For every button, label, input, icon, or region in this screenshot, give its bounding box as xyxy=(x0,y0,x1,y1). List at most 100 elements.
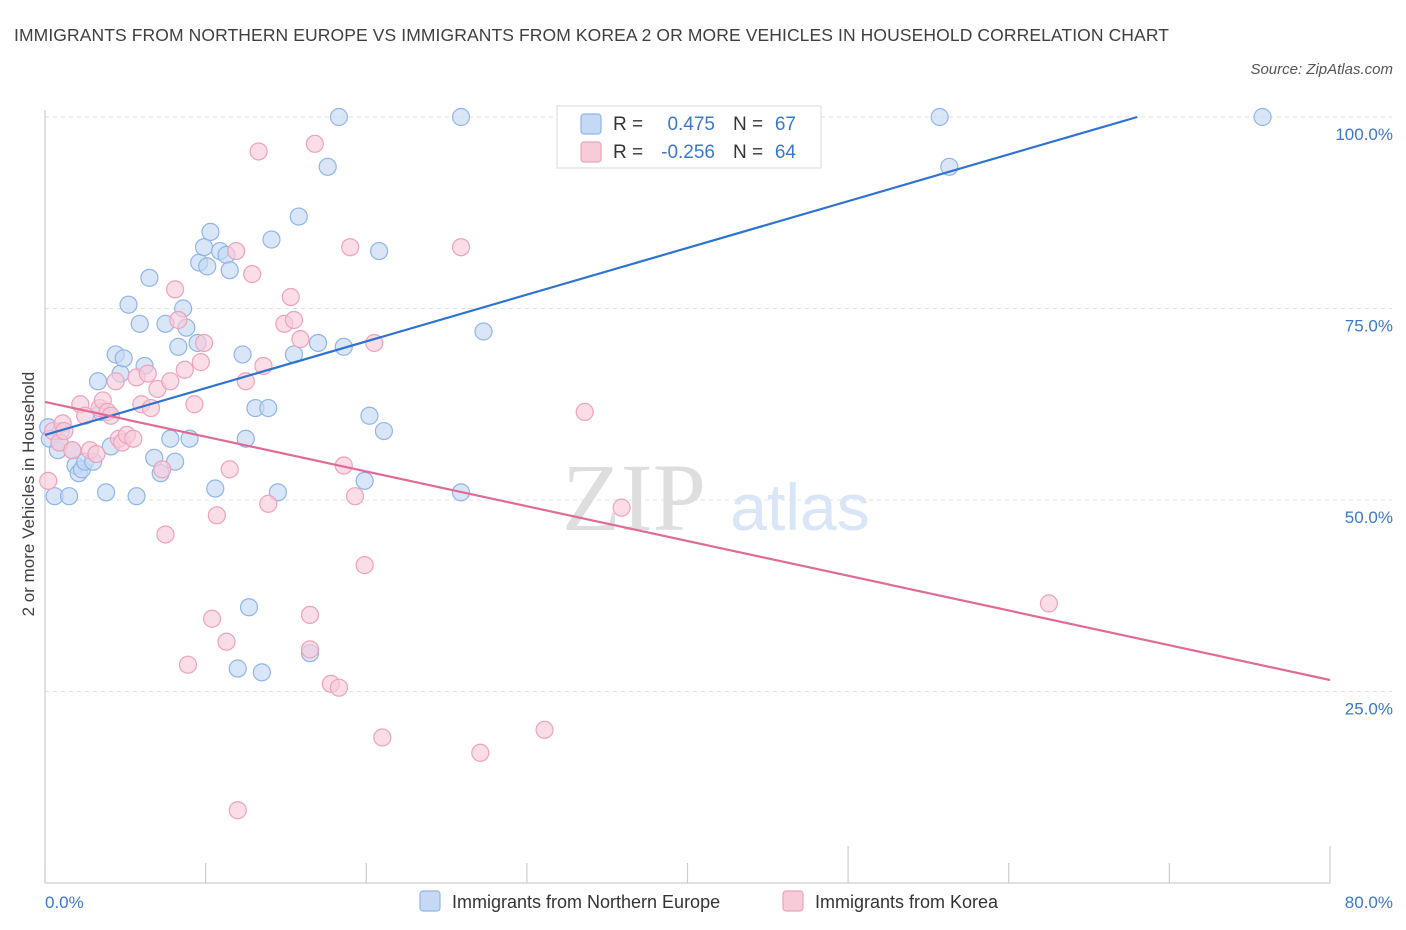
point-northern-europe xyxy=(329,107,349,127)
x-tick-label: 0.0% xyxy=(45,893,84,912)
point-korea xyxy=(373,728,392,747)
point-northern-europe xyxy=(374,421,394,441)
point-korea xyxy=(166,280,185,299)
point-northern-europe xyxy=(201,222,220,241)
axes xyxy=(44,110,1331,884)
trend-line xyxy=(44,115,1138,436)
point-korea xyxy=(249,142,268,161)
point-korea xyxy=(535,720,554,739)
point-korea xyxy=(305,134,324,153)
legend-n-value: 64 xyxy=(775,142,797,163)
point-korea xyxy=(1039,594,1059,613)
point-northern-europe xyxy=(228,659,247,678)
tick-labels: 100.0% 75.0% 50.0% 25.0% 0.0% 80.0% xyxy=(45,125,1393,912)
point-northern-europe xyxy=(370,241,389,261)
series-legend: Immigrants from Northern Europe Immigrant… xyxy=(419,890,999,912)
point-northern-europe xyxy=(289,207,308,226)
source-note: Source: ZipAtlas.com xyxy=(1250,61,1393,78)
trend-lines xyxy=(44,115,1331,682)
point-northern-europe xyxy=(140,268,159,287)
legend-n-value: 67 xyxy=(775,114,796,135)
legend-series-label: Immigrants from Korea xyxy=(815,892,999,912)
point-northern-europe xyxy=(206,479,225,498)
point-northern-europe xyxy=(59,487,79,506)
point-korea xyxy=(207,506,226,525)
point-korea xyxy=(345,487,365,506)
point-northern-europe xyxy=(451,107,471,127)
point-korea xyxy=(217,632,236,651)
y-tick-label: 50.0% xyxy=(1345,508,1393,527)
point-korea xyxy=(106,372,125,391)
point-northern-europe xyxy=(130,314,149,333)
point-korea xyxy=(300,605,320,625)
trend-line xyxy=(44,400,1331,682)
point-korea xyxy=(575,402,594,422)
point-northern-europe xyxy=(119,295,138,314)
point-korea xyxy=(341,238,360,257)
point-northern-europe xyxy=(262,230,281,249)
point-korea xyxy=(156,525,175,544)
point-korea xyxy=(259,494,278,513)
point-korea xyxy=(227,241,246,261)
point-northern-europe xyxy=(220,261,239,280)
point-korea xyxy=(169,310,188,330)
point-northern-europe xyxy=(127,487,146,506)
y-tick-label: 25.0% xyxy=(1345,700,1393,719)
watermark-atlas: atlas xyxy=(730,470,869,544)
point-korea xyxy=(451,238,471,257)
point-korea xyxy=(191,353,210,372)
point-northern-europe xyxy=(194,238,214,257)
legend-r-label: R = xyxy=(613,114,643,135)
legend-r-value: -0.256 xyxy=(661,142,715,163)
point-korea xyxy=(300,640,320,659)
point-northern-europe xyxy=(318,157,337,176)
point-korea xyxy=(153,460,172,479)
point-korea xyxy=(202,609,222,628)
watermark-zip: ZIP xyxy=(562,444,706,551)
legend-r-label: R = xyxy=(613,142,643,163)
point-northern-europe xyxy=(88,372,108,391)
point-korea xyxy=(243,264,262,284)
point-northern-europe xyxy=(96,483,116,502)
point-northern-europe xyxy=(236,429,255,448)
point-northern-europe xyxy=(1253,107,1272,127)
point-korea xyxy=(124,429,143,448)
point-korea xyxy=(161,372,180,391)
point-northern-europe xyxy=(198,257,217,276)
legend-series-label: Immigrants from Northern Europe xyxy=(452,892,720,912)
legend-n-label: N = xyxy=(733,142,763,163)
point-northern-europe xyxy=(252,663,271,682)
y-tick-label: 75.0% xyxy=(1345,317,1393,336)
point-korea xyxy=(281,287,300,307)
point-korea xyxy=(612,498,631,517)
legend-r-value: 0.475 xyxy=(667,114,715,135)
point-northern-europe xyxy=(308,333,328,353)
legend-n-label: N = xyxy=(733,114,763,135)
watermark: ZIP atlas xyxy=(562,444,870,551)
point-northern-europe xyxy=(360,406,379,425)
chart-title: IMMIGRANTS FROM NORTHERN EUROPE VS IMMIG… xyxy=(14,25,1170,45)
point-korea xyxy=(228,801,247,820)
point-korea xyxy=(471,743,490,762)
point-korea xyxy=(284,310,304,330)
point-northern-europe xyxy=(474,322,493,341)
point-korea xyxy=(87,444,106,464)
point-northern-europe xyxy=(930,107,949,127)
point-korea xyxy=(194,333,214,353)
point-northern-europe xyxy=(355,471,374,490)
point-northern-europe xyxy=(161,429,180,448)
point-korea xyxy=(63,441,82,460)
point-northern-europe xyxy=(233,345,252,364)
point-korea xyxy=(185,395,204,414)
y-tick-label: 100.0% xyxy=(1335,125,1393,144)
point-korea xyxy=(355,556,374,575)
point-northern-europe xyxy=(239,598,259,617)
point-korea xyxy=(220,460,239,479)
point-korea xyxy=(291,330,310,349)
x-tick-label: 80.0% xyxy=(1345,893,1393,912)
legend-swatch xyxy=(419,890,441,912)
point-korea xyxy=(175,360,194,379)
point-korea xyxy=(329,678,349,697)
point-korea xyxy=(138,364,157,383)
